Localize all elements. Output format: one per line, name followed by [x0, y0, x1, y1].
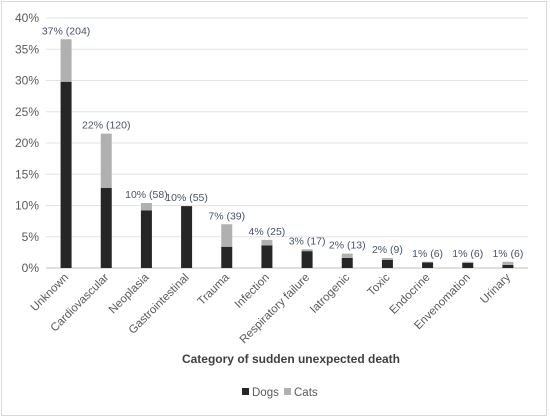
- data-label: 10% (55): [165, 192, 208, 204]
- y-tick-label: 30%: [15, 74, 39, 88]
- y-tick-label: 0%: [22, 261, 40, 275]
- bar-segment-cats: [502, 261, 514, 265]
- x-tick-label: Unknown: [29, 272, 71, 314]
- bar-segment-dogs: [341, 258, 353, 268]
- y-tick-label: 35%: [15, 42, 39, 56]
- data-label: 22% (120): [82, 120, 130, 132]
- bar-segment-cats: [381, 258, 393, 260]
- legend-label-dogs: Dogs: [252, 387, 279, 399]
- y-tick-label: 10%: [15, 199, 39, 213]
- data-label: 1% (6): [452, 248, 483, 260]
- bar-segment-dogs: [381, 259, 393, 268]
- bar-segment-cats: [140, 203, 152, 211]
- bar-segment-dogs: [502, 264, 514, 268]
- bar-segment-cats: [100, 133, 112, 188]
- x-tick-label: Urinary: [478, 271, 513, 306]
- bar-segment-dogs: [100, 188, 112, 268]
- data-label: 37% (204): [42, 25, 90, 37]
- x-tick-label: Respiratory failure: [238, 272, 312, 346]
- bar-segment-cats: [462, 261, 474, 263]
- bar-segment-cats: [221, 224, 233, 247]
- legend-swatch-cats: [284, 388, 291, 395]
- bar-segment-dogs: [181, 206, 193, 268]
- bar-segment-dogs: [261, 245, 273, 268]
- data-label: 1% (6): [492, 248, 523, 260]
- bar-segment-cats: [261, 239, 273, 246]
- legend-swatch-dogs: [242, 388, 249, 395]
- bar-segment-dogs: [221, 246, 233, 268]
- data-label: 10% (58): [125, 189, 168, 201]
- bar-segment-dogs: [422, 262, 434, 268]
- data-label: 7% (39): [208, 210, 245, 222]
- x-tick-label: Trauma: [196, 271, 233, 308]
- x-tick-label: Toxic: [366, 271, 393, 298]
- x-tick-label: Infection: [233, 272, 272, 311]
- bar-segment-dogs: [301, 251, 313, 268]
- data-label: 2% (9): [372, 244, 403, 256]
- y-tick-label: 40%: [15, 11, 39, 25]
- bar-segment-dogs: [462, 263, 474, 268]
- legend-label-cats: Cats: [294, 387, 318, 399]
- bar-segment-dogs: [60, 81, 72, 268]
- data-label: 2% (13): [329, 240, 366, 252]
- y-tick-label: 5%: [22, 230, 40, 244]
- y-tick-label: 20%: [15, 136, 39, 150]
- bar-segment-cats: [341, 253, 353, 258]
- x-tick-label: Iatrogenic: [308, 271, 352, 315]
- y-tick-label: 15%: [15, 167, 39, 181]
- bar-segment-cats: [422, 261, 434, 263]
- data-label: 4% (25): [249, 226, 286, 238]
- y-tick-label: 25%: [15, 105, 39, 119]
- bar-segment-cats: [60, 39, 72, 82]
- data-label: 1% (6): [412, 248, 443, 260]
- data-label: 3% (17): [289, 235, 326, 247]
- x-axis-title: Category of sudden unexpected death: [182, 352, 400, 366]
- bar-segment-dogs: [140, 210, 152, 268]
- bar-segment-cats: [301, 249, 313, 252]
